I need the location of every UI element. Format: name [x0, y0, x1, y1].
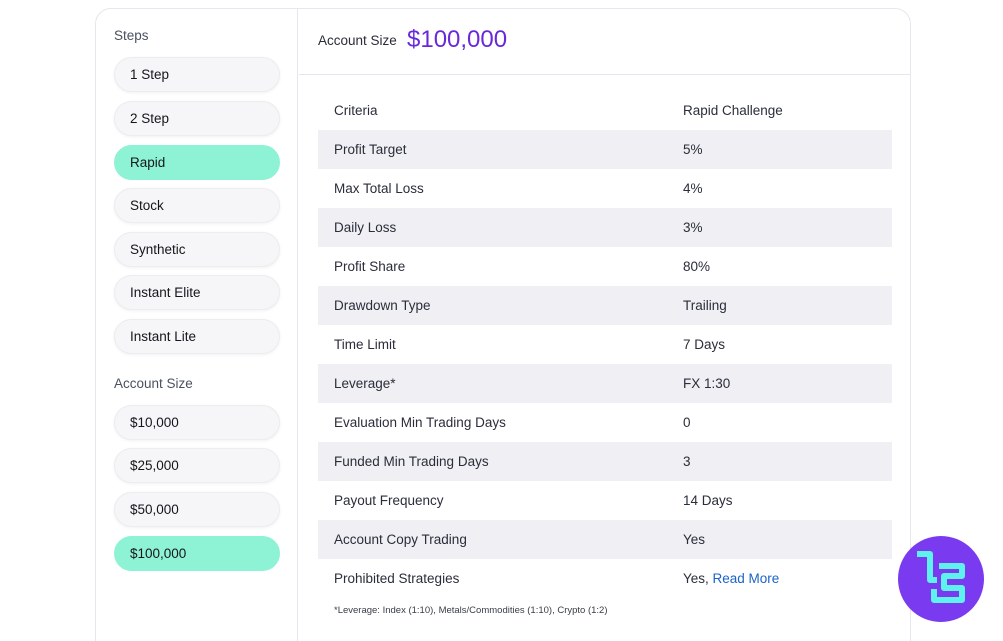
row-label: Max Total Loss [334, 181, 424, 196]
row-label: Time Limit [334, 337, 396, 352]
table-row: Daily Loss 3% [318, 208, 892, 247]
step-1-step[interactable]: 1 Step [114, 57, 280, 92]
account-size-10000[interactable]: $10,000 [114, 405, 280, 440]
row-label: Profit Target [334, 142, 407, 157]
row-value: 14 Days [683, 493, 733, 508]
row-value: Yes, Read More [683, 559, 779, 598]
row-label: Evaluation Min Trading Days [334, 415, 506, 430]
account-size-label: Account Size [318, 33, 397, 48]
main-panel: Account Size $100,000 Criteria Rapid Cha… [299, 9, 910, 641]
step-synthetic[interactable]: Synthetic [114, 232, 280, 267]
row-value: 3 [683, 454, 691, 469]
table-row: Evaluation Min Trading Days 0 [318, 403, 892, 442]
tradingfinder-logo-icon [917, 551, 965, 603]
step-2-step[interactable]: 2 Step [114, 101, 280, 136]
row-label: Drawdown Type [334, 298, 431, 313]
step-instant-elite[interactable]: Instant Elite [114, 275, 280, 310]
step-stock[interactable]: Stock [114, 188, 280, 223]
row-label: Daily Loss [334, 220, 397, 235]
account-size-title: Account Size [114, 376, 193, 391]
account-size-50000[interactable]: $50,000 [114, 492, 280, 527]
column-header-criteria: Criteria [334, 103, 378, 118]
row-value: 7 Days [683, 337, 726, 352]
steps-title: Steps [114, 28, 149, 43]
table-row: Profit Share 80% [318, 247, 892, 286]
account-size-header: Account Size $100,000 [299, 9, 910, 75]
sidebar: Steps 1 Step 2 Step Rapid Stock Syntheti… [96, 9, 298, 641]
column-header-challenge: Rapid Challenge [683, 103, 783, 118]
table-row: Prohibited Strategies Yes, Read More [318, 559, 892, 598]
account-size-25000[interactable]: $25,000 [114, 448, 280, 483]
table-row: Account Copy Trading Yes [318, 520, 892, 559]
brand-logo-icon [898, 536, 984, 622]
table-row: Profit Target 5% [318, 130, 892, 169]
row-value: Yes [683, 532, 706, 547]
row-value: Trailing [683, 298, 727, 313]
row-value: 4% [683, 181, 703, 196]
step-rapid[interactable]: Rapid [114, 145, 280, 180]
step-instant-lite[interactable]: Instant Lite [114, 319, 280, 354]
table-header-row: Criteria Rapid Challenge [318, 91, 892, 130]
row-label: Account Copy Trading [334, 532, 467, 547]
leverage-footnote: *Leverage: Index (1:10), Metals/Commodit… [334, 605, 608, 616]
table-row: Drawdown Type Trailing [318, 286, 892, 325]
row-value: FX 1:30 [683, 376, 731, 391]
table-row: Time Limit 7 Days [318, 325, 892, 364]
account-size-value: $100,000 [407, 26, 508, 53]
comparison-card: Steps 1 Step 2 Step Rapid Stock Syntheti… [95, 8, 911, 641]
row-label: Profit Share [334, 259, 406, 274]
row-value: 80% [683, 259, 711, 274]
table-row: Funded Min Trading Days 3 [318, 442, 892, 481]
row-label: Funded Min Trading Days [334, 454, 489, 469]
rules-table: Criteria Rapid Challenge Profit Target 5… [318, 91, 892, 598]
table-row: Payout Frequency 14 Days [318, 481, 892, 520]
account-size-100000[interactable]: $100,000 [114, 536, 280, 571]
row-value-prefix: Yes, [683, 571, 713, 586]
row-label: Prohibited Strategies [334, 571, 460, 586]
table-row: Max Total Loss 4% [318, 169, 892, 208]
row-label: Payout Frequency [334, 493, 444, 508]
row-value: 0 [683, 415, 691, 430]
row-value: 3% [683, 220, 703, 235]
row-label: Leverage* [334, 376, 396, 391]
read-more-link[interactable]: Read More [712, 571, 780, 586]
table-row: Leverage* FX 1:30 [318, 364, 892, 403]
row-value: 5% [683, 142, 703, 157]
